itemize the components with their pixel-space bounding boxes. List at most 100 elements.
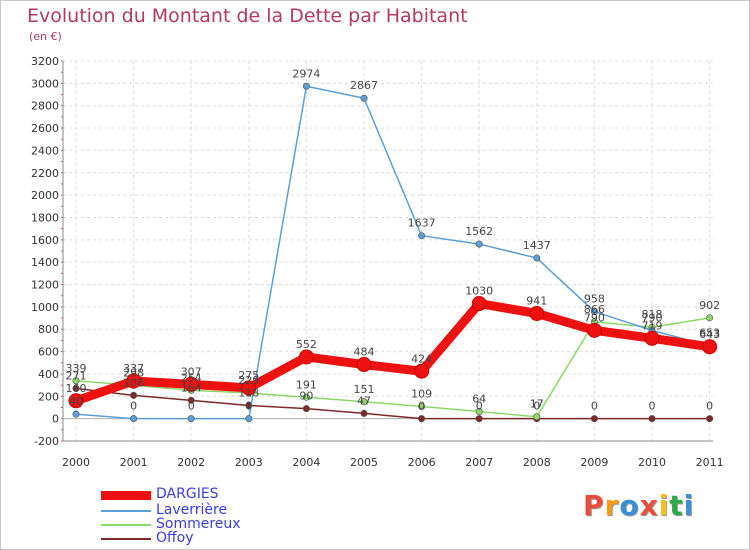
- x-tick-label: 2004: [292, 456, 320, 469]
- data-label-dargies: 424: [411, 352, 432, 365]
- data-point-dargies: [126, 373, 142, 389]
- series-layer: [68, 82, 718, 423]
- data-label-sommereux: 866: [584, 303, 605, 316]
- y-tick-label: 1400: [31, 256, 59, 269]
- data-point-dargies: [586, 322, 602, 338]
- data-point-sommereux: [533, 413, 541, 421]
- data-point-sommereux: [302, 393, 310, 401]
- data-point-dargies: [298, 349, 314, 365]
- proxiti-logo: Proxiti: [583, 489, 694, 522]
- x-tick-label: 2003: [235, 456, 263, 469]
- data-point-dargies: [241, 380, 257, 396]
- data-point-laverriere: [245, 415, 253, 423]
- data-label-dargies: 484: [354, 346, 375, 359]
- x-tick-label: 2000: [62, 456, 90, 469]
- legend-label-sommereux: Sommereux: [156, 516, 241, 532]
- y-tick-label: -200: [34, 435, 59, 448]
- data-point-laverriere: [130, 415, 138, 423]
- data-label-laverriere: 958: [584, 293, 605, 306]
- data-label-offoy: 0: [706, 400, 713, 413]
- logo-letter: r: [604, 489, 620, 522]
- data-label-laverriere: 790: [642, 311, 663, 324]
- data-label-offoy: 0: [418, 400, 425, 413]
- data-point-dargies: [183, 376, 199, 392]
- data-point-laverriere: [360, 94, 368, 102]
- y-tick-label: 2400: [31, 144, 59, 157]
- data-point-offoy: [72, 384, 80, 392]
- y-tick-label: 3200: [31, 55, 59, 68]
- data-point-offoy: [130, 391, 138, 399]
- data-label-sommereux: 64: [472, 392, 486, 405]
- x-tick-label: 2006: [408, 456, 436, 469]
- y-tick-label: 1600: [31, 234, 59, 247]
- data-point-offoy: [648, 415, 656, 423]
- data-point-offoy: [360, 409, 368, 417]
- data-point-sommereux: [706, 314, 714, 322]
- data-label-laverriere: 0: [130, 400, 137, 413]
- data-label-laverriere: 2867: [350, 79, 378, 92]
- data-point-dargies: [702, 339, 718, 355]
- x-tick-label: 2002: [177, 456, 205, 469]
- data-label-offoy: 118: [238, 386, 259, 399]
- data-label-dargies: 790: [584, 311, 605, 324]
- data-label-dargies: 337: [123, 362, 144, 375]
- data-point-dargies: [529, 305, 545, 321]
- logo-letter: o: [619, 489, 640, 522]
- data-label-offoy: 208: [123, 376, 144, 389]
- x-tick-label: 2001: [120, 456, 148, 469]
- x-tick-label: 2009: [580, 456, 608, 469]
- data-label-sommereux: 254: [181, 371, 202, 384]
- data-point-offoy: [706, 415, 714, 423]
- data-point-laverriere: [418, 232, 426, 240]
- grid-layer: [63, 60, 713, 442]
- data-label-sommereux: 818: [642, 308, 663, 321]
- y-tick-label: 0: [52, 413, 59, 426]
- legend-swatch-offoy: [101, 538, 151, 540]
- data-point-laverriere: [302, 82, 310, 90]
- data-label-laverriere: 2974: [292, 67, 320, 80]
- y-tick-label: 600: [38, 346, 59, 359]
- data-label-offoy: 164: [181, 381, 202, 394]
- data-label-laverriere: 0: [188, 400, 195, 413]
- legend-label-dargies: DARGIES: [156, 486, 219, 502]
- y-tick-label: 800: [38, 323, 59, 336]
- data-label-dargies: 643: [699, 328, 720, 341]
- data-label-sommereux: 298: [123, 366, 144, 379]
- y-tick-label: 400: [38, 368, 59, 381]
- data-label-offoy: 0: [591, 400, 598, 413]
- data-label-layer: 271 208 164 118 90 47 0 0 0 0 0 0 339 298 254 229 191 151…: [66, 67, 721, 412]
- data-label-laverriere: 653: [699, 327, 720, 340]
- data-point-sommereux: [418, 402, 426, 410]
- data-label-sommereux: 902: [699, 299, 720, 312]
- data-point-sommereux: [360, 398, 368, 406]
- y-tick-label: 1800: [31, 211, 59, 224]
- x-tick-label: 2005: [350, 456, 378, 469]
- data-point-dargies: [68, 393, 84, 409]
- data-label-laverriere: 1437: [523, 239, 551, 252]
- legend-swatch-dargies: [101, 491, 151, 500]
- plot-area: [63, 61, 713, 441]
- data-point-offoy: [418, 415, 426, 423]
- y-tick-label: 1200: [31, 279, 59, 292]
- legend-label-offoy: Offoy: [156, 530, 194, 546]
- data-label-sommereux: 109: [411, 387, 432, 400]
- logo-letter: x: [639, 489, 659, 522]
- data-point-offoy: [187, 396, 195, 404]
- data-label-dargies: 275: [238, 369, 259, 382]
- data-label-dargies: 719: [642, 319, 663, 332]
- data-label-dargies: 307: [181, 365, 202, 378]
- data-label-sommereux: 17: [530, 398, 544, 411]
- data-label-offoy: 0: [649, 400, 656, 413]
- data-point-offoy: [475, 415, 483, 423]
- data-label-sommereux: 151: [354, 383, 375, 396]
- series-line-dargies: [71, 299, 715, 406]
- logo-letter: i: [658, 489, 670, 522]
- data-label-offoy: 0: [476, 400, 483, 413]
- x-tick-label: 2007: [465, 456, 493, 469]
- data-label-offoy: 271: [66, 369, 87, 382]
- data-label-laverriere: 1637: [408, 217, 436, 230]
- axis-layer: -200020040060080010001200140016001800200…: [31, 55, 724, 469]
- data-point-laverriere: [475, 240, 483, 248]
